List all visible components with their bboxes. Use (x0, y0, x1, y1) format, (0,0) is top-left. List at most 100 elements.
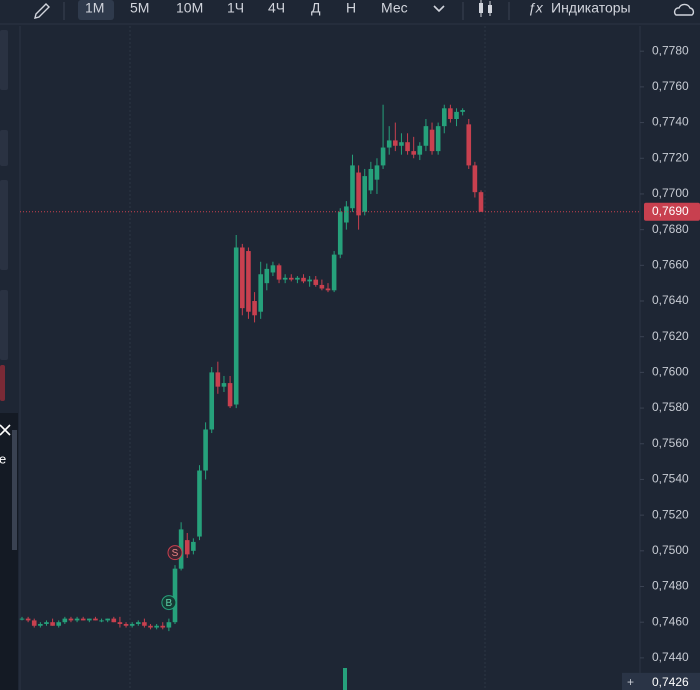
interval-button[interactable]: 5M (130, 0, 149, 16)
candle-body (313, 279, 319, 285)
candle-body (166, 622, 172, 628)
candle-body (191, 541, 196, 551)
candle-body (240, 247, 245, 309)
y-tick-label: 0,7480 (652, 579, 689, 593)
candle-body (386, 140, 392, 148)
candle-body (264, 268, 270, 284)
y-tick-label: 0,7740 (652, 115, 689, 129)
candle-body (252, 301, 257, 316)
candle-body (221, 383, 227, 387)
candle-body (31, 620, 37, 626)
last-price-box (644, 202, 700, 221)
candle-body (74, 618, 80, 621)
candle-body (344, 206, 349, 223)
candle-body (227, 383, 233, 407)
side-panel (0, 180, 8, 270)
candle-body (50, 622, 55, 626)
candle-body (25, 618, 31, 621)
candle-body (399, 142, 404, 146)
trade-marker-label: B (166, 598, 173, 609)
candle-body (80, 618, 86, 621)
candle-body (172, 568, 178, 623)
y-tick-label: 0,7760 (652, 79, 689, 93)
indicators-button[interactable]: Индикаторы (551, 0, 631, 16)
candle-body (460, 110, 465, 112)
trade-marker-label: S (172, 548, 179, 559)
candle-body (111, 618, 117, 623)
candle-body (405, 142, 410, 152)
candle-body (454, 111, 459, 120)
y-tick-label: 0,7560 (652, 436, 689, 450)
candle-body (203, 429, 208, 471)
interval-button[interactable]: Мес (381, 0, 408, 16)
chevron-icon[interactable] (433, 5, 445, 13)
y-tick-label: 0,7580 (652, 400, 689, 414)
candle-body (215, 372, 221, 387)
y-tick-label: 0,7620 (652, 329, 689, 343)
close-icon[interactable] (0, 424, 11, 436)
interval-button[interactable]: Н (346, 0, 356, 16)
interval-button[interactable]: Д (311, 0, 321, 16)
candle-body (62, 618, 68, 623)
candles-icon[interactable] (479, 0, 492, 17)
candle-body (123, 623, 129, 626)
trade-marker (161, 595, 177, 611)
y-tick-label: 0,7780 (652, 43, 689, 57)
side-panel (0, 30, 8, 90)
candle-body (148, 625, 153, 628)
volume-bar (343, 668, 347, 690)
y-tick-label: 0,7440 (652, 650, 689, 664)
candle-body (307, 279, 312, 282)
candle-body (325, 288, 331, 291)
y-tick-label: 0,7460 (652, 614, 689, 628)
last-price-label: 0,7690 (652, 204, 689, 218)
candle-body (197, 470, 202, 537)
fx-icon[interactable]: ƒx (528, 0, 544, 16)
crosshair-box (622, 672, 700, 690)
interval-button[interactable]: 10M (176, 0, 203, 16)
candle-body (435, 126, 441, 152)
candle-body (319, 284, 325, 289)
y-tick-label: 0,7520 (652, 507, 689, 521)
interval-button[interactable]: 4Ч (268, 0, 285, 16)
pencil-icon[interactable] (34, 3, 50, 19)
candle-body (209, 372, 215, 430)
candle-body (448, 108, 453, 120)
candle-body (466, 124, 472, 166)
candle-body (362, 176, 368, 212)
candle-body (99, 620, 104, 622)
interval-button[interactable]: 1Ч (227, 0, 244, 16)
candle-body (411, 151, 416, 155)
crosshair-plus: + (627, 675, 634, 689)
candle-body (129, 623, 135, 626)
candle-body (233, 247, 239, 405)
candle-body (331, 254, 337, 291)
candle-body (423, 126, 429, 146)
candle-body (270, 265, 276, 273)
y-tick-label: 0,7660 (652, 257, 689, 271)
candle-body (374, 165, 380, 180)
side-panel (0, 290, 8, 360)
cloud-icon[interactable] (673, 3, 695, 16)
interval-active[interactable] (78, 0, 114, 20)
candle-body (478, 192, 484, 212)
trade-marker (167, 545, 183, 561)
y-tick-label: 0,7680 (652, 222, 689, 236)
candle-body (19, 618, 25, 620)
interval-button[interactable]: 1M (85, 0, 104, 16)
candle-body (135, 622, 141, 624)
candle-body (301, 277, 306, 282)
candle-body (117, 622, 123, 624)
side-label: e (0, 451, 6, 466)
candle-body (258, 274, 263, 312)
candle-body (142, 622, 147, 626)
candle-body (276, 265, 282, 280)
y-tick-label: 0,7700 (652, 186, 689, 200)
y-tick-label: 0,7600 (652, 365, 689, 379)
candle-body (282, 277, 288, 280)
candle-body (337, 211, 343, 255)
candle-body (87, 618, 92, 621)
candle-body (441, 108, 447, 127)
